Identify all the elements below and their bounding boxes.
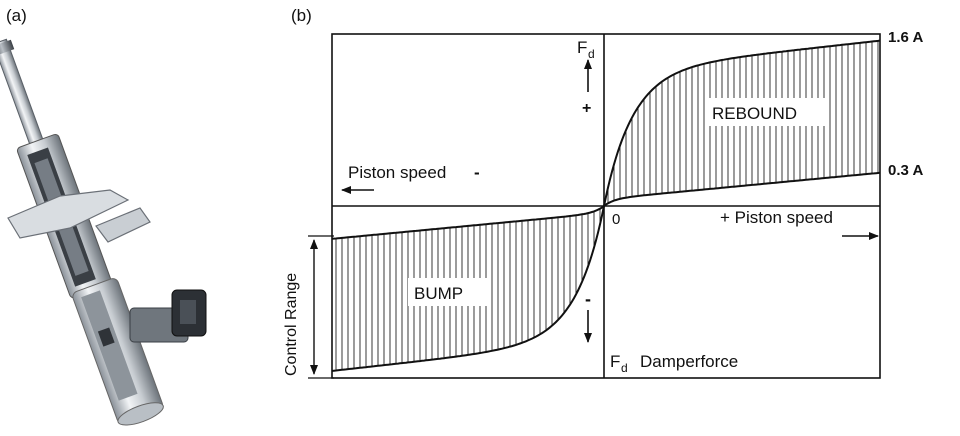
shock-absorber-cutaway-icon [0,38,207,426]
fd-top-subscript: d [588,47,595,61]
origin-label: 0 [612,211,620,228]
current-high-label: 1.6 A [888,29,923,46]
curve-0-3a [331,171,881,240]
fd-top-sign: + [582,100,591,117]
fd-bottom-label: F [610,352,620,371]
damper-force-diagram: F d + - F d Damperforce Piston speed - +… [283,29,923,379]
panel-label-a: (a) [6,6,27,25]
control-range-label: Control Range [283,273,300,376]
rebound-label: REBOUND [712,104,797,123]
bump-label: BUMP [414,284,463,303]
bump-hatching [335,208,601,371]
fd-top-label: F [577,38,587,57]
piston-speed-negative-label: Piston speed [348,163,446,182]
rebound-label-bg [706,98,828,126]
fd-bottom-subscript: d [621,361,628,375]
current-low-label: 0.3 A [888,162,923,179]
panel-label-b: (b) [291,6,312,25]
damperforce-label: Damperforce [640,352,738,371]
curve-1-6a [331,39,881,372]
fd-bottom-sign: - [585,289,591,309]
piston-speed-positive-label: + Piston speed [720,208,833,227]
piston-speed-negative-sign: - [474,163,480,182]
bump-label-bg [408,278,488,306]
